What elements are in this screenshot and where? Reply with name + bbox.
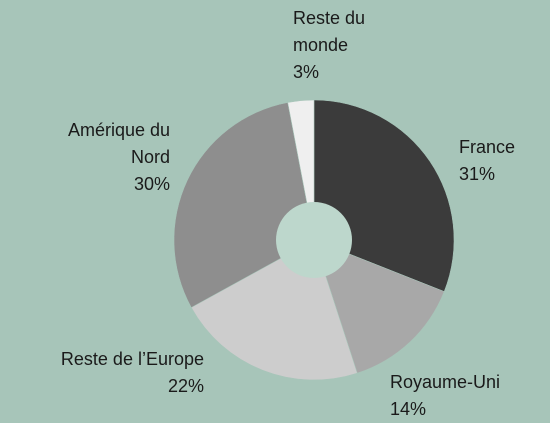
value-label: 3% xyxy=(293,62,320,82)
value-label: 14% xyxy=(390,399,427,419)
value-label: 31% xyxy=(459,164,496,184)
category-label: Reste de l’Europe xyxy=(60,349,204,369)
category-label: Amérique du Nord xyxy=(67,120,170,167)
slice-label: Amérique du Nord 30% xyxy=(40,117,170,198)
value-label: 30% xyxy=(133,174,170,194)
category-label: Reste du monde xyxy=(293,8,366,55)
category-label: Royaume-Uni xyxy=(390,372,501,392)
slice-label: Reste du monde 3% xyxy=(293,5,383,86)
pie-slice xyxy=(173,102,315,308)
slice-label: France 31% xyxy=(459,134,549,188)
slice-label: Royaume-Uni 14% xyxy=(390,369,540,423)
donut-hole xyxy=(276,202,352,278)
slice-label: Reste de l’Europe 22% xyxy=(20,346,204,400)
value-label: 22% xyxy=(167,376,204,396)
category-label: France xyxy=(459,137,516,157)
